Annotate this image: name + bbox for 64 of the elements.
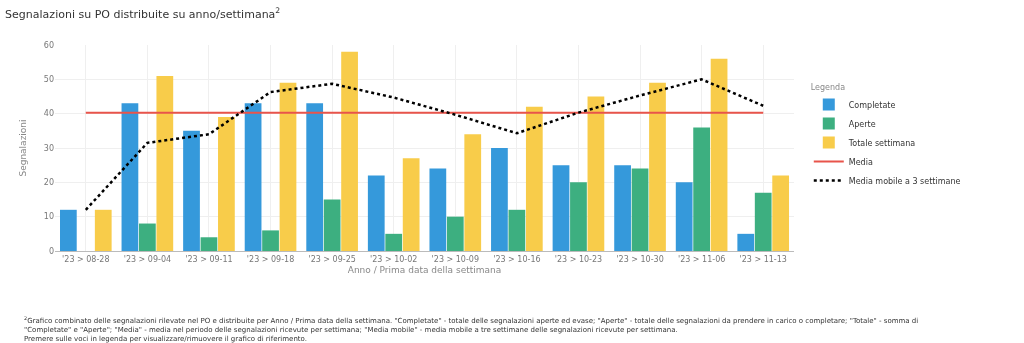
bar: [552, 165, 570, 251]
bar: [693, 127, 710, 251]
x-tick-label: '23 > 09-04: [123, 254, 172, 264]
bar: [446, 216, 464, 251]
y-tick-label: 30: [43, 143, 54, 153]
x-tick-label: '23 > 08-28: [62, 254, 110, 264]
x-tick-label: '23 > 09-18: [246, 254, 295, 264]
bar: [200, 237, 218, 251]
bar: [139, 223, 156, 251]
bar: [121, 103, 139, 251]
bar: [772, 175, 790, 251]
bar: [94, 209, 112, 251]
y-axis-title: Segnalazioni: [18, 119, 29, 177]
y-tick-label: 20: [43, 178, 54, 188]
bar: [675, 182, 693, 251]
bar: [279, 82, 297, 251]
chart-title: Segnalazioni su PO distribuite su anno/settimana$^{2}$: [5, 6, 281, 21]
bar: [570, 182, 587, 251]
legend-label: Media mobile a 3 settimane: [848, 176, 961, 186]
bar: [402, 158, 420, 251]
x-tick-label: '23 > 11-13: [739, 254, 787, 264]
y-tick-label: 60: [43, 40, 54, 50]
x-tick-label: '23 > 11-06: [677, 254, 726, 264]
line-series: [84, 78, 765, 212]
x-tick-label: '23 > 10-02: [370, 254, 418, 264]
y-tick-label: 0: [48, 246, 54, 256]
legend-label: Aperte: [848, 119, 876, 129]
bar: [183, 130, 200, 251]
bar: [710, 58, 728, 251]
x-tick-label: '23 > 10-23: [554, 254, 603, 264]
bar: [429, 168, 447, 251]
x-axis-title: Anno / Prima data della settimana: [347, 265, 502, 276]
bar: [491, 148, 508, 251]
bar: [525, 106, 543, 251]
bar: [59, 209, 77, 251]
bar: [323, 199, 341, 251]
x-tick-label: '23 > 09-11: [185, 254, 233, 264]
y-tick-label: 50: [43, 75, 54, 85]
legend-label: Media: [848, 157, 873, 167]
bar: [508, 209, 526, 251]
legend-label: Completate: [848, 100, 896, 110]
bar: [341, 51, 358, 251]
bar: [754, 192, 772, 251]
x-tick-label: '23 > 09-25: [308, 254, 356, 264]
y-tick-label: 40: [43, 109, 54, 119]
bar: [737, 233, 755, 251]
bar: [262, 230, 279, 251]
x-tick-label: '23 > 10-09: [431, 254, 479, 264]
bar: [156, 75, 174, 251]
bar: [367, 175, 385, 251]
x-tick-label: '23 > 10-16: [493, 254, 541, 264]
bar: [306, 103, 324, 251]
bar: [614, 165, 631, 251]
legend-label: Totale settimana: [847, 138, 916, 148]
bar: [385, 233, 403, 251]
bar: [631, 168, 649, 251]
bar: [464, 134, 482, 251]
x-tick-label: '23 > 10-30: [616, 254, 664, 264]
bar: [218, 117, 235, 251]
bar: [587, 96, 605, 251]
legend-title: Legenda: [810, 83, 846, 93]
bar: [649, 82, 666, 251]
bar: [244, 103, 262, 251]
y-tick-label: 10: [43, 212, 54, 222]
